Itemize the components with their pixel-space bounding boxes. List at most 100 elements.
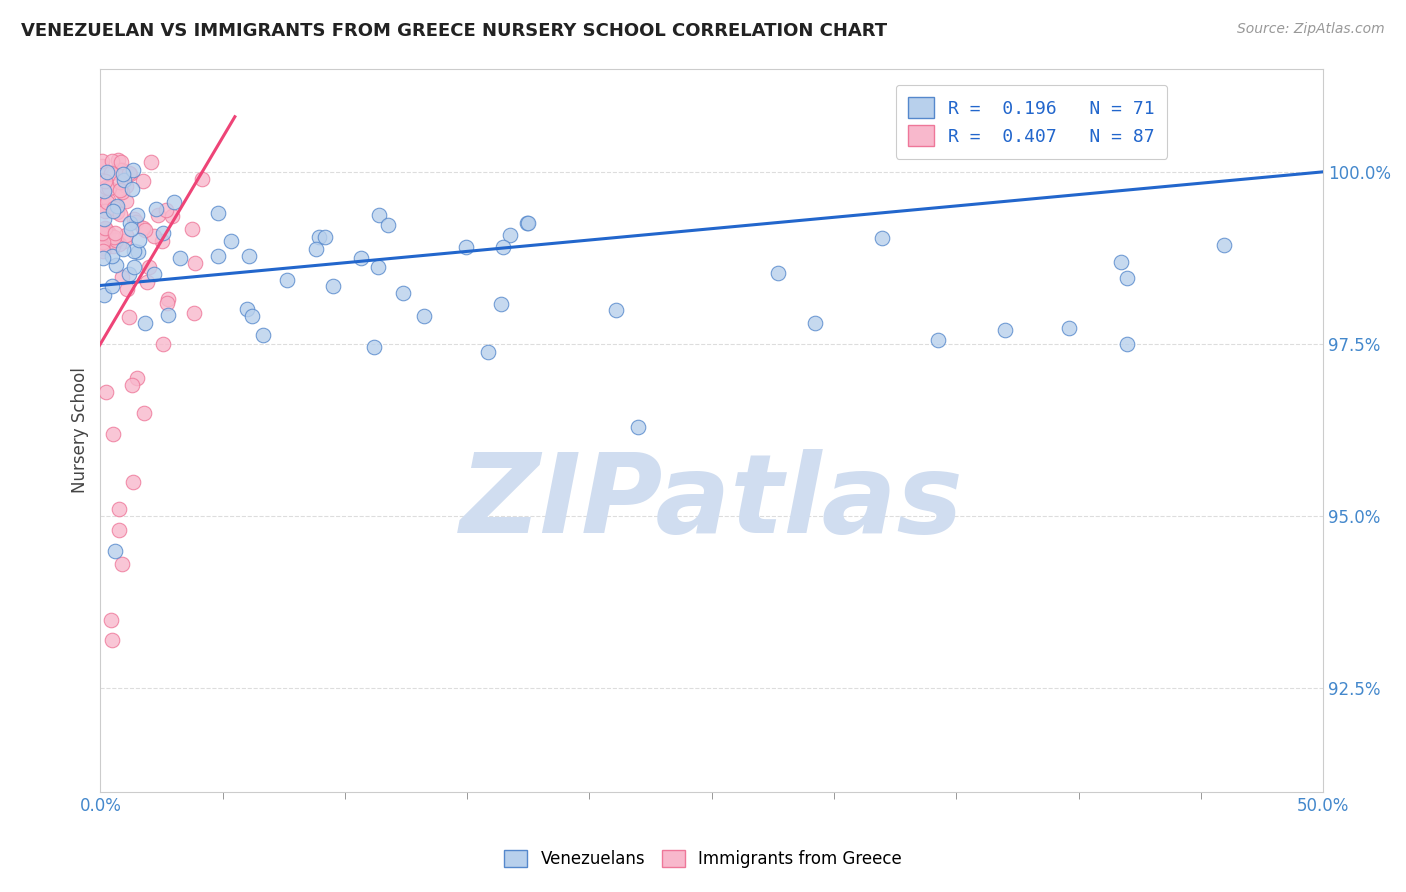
Point <box>314 230 336 244</box>
Point <box>308 229 330 244</box>
Point <box>454 240 477 254</box>
Point <box>115 178 138 193</box>
Point <box>90 160 112 174</box>
Point <box>516 216 538 230</box>
Point <box>110 207 132 221</box>
Point <box>157 308 180 322</box>
Point <box>108 183 131 197</box>
Point <box>766 266 789 280</box>
Point <box>90 190 112 204</box>
Point <box>141 155 163 169</box>
Point <box>155 202 177 217</box>
Point <box>94 226 117 240</box>
Point <box>125 208 148 222</box>
Point <box>111 270 134 285</box>
Point <box>118 310 141 324</box>
Point <box>121 378 143 392</box>
Point <box>93 212 115 227</box>
Point <box>111 558 134 572</box>
Point <box>803 316 825 330</box>
Point <box>90 199 112 213</box>
Point <box>117 267 139 281</box>
Point <box>91 226 114 240</box>
Point <box>111 163 134 178</box>
Point <box>110 154 132 169</box>
Point <box>90 241 112 255</box>
Point <box>125 371 148 385</box>
Point <box>120 222 142 236</box>
Point <box>1109 255 1132 269</box>
Point <box>1116 337 1139 351</box>
Point <box>91 235 114 250</box>
Point <box>107 236 129 251</box>
Point <box>94 220 117 235</box>
Point <box>183 256 205 270</box>
Point <box>94 174 117 188</box>
Point <box>108 175 131 189</box>
Point <box>145 202 167 217</box>
Point <box>97 226 120 240</box>
Point <box>103 426 125 441</box>
Point <box>97 193 120 207</box>
Point <box>138 260 160 274</box>
Legend: Venezuelans, Immigrants from Greece: Venezuelans, Immigrants from Greece <box>498 843 908 875</box>
Point <box>163 194 186 209</box>
Point <box>100 613 122 627</box>
Point <box>156 292 179 306</box>
Point <box>112 167 135 181</box>
Point <box>100 279 122 293</box>
Point <box>477 344 499 359</box>
Point <box>90 183 112 197</box>
Point <box>100 229 122 244</box>
Point <box>115 194 138 208</box>
Point <box>124 260 146 275</box>
Point <box>90 227 112 242</box>
Point <box>111 185 134 199</box>
Point <box>90 230 112 244</box>
Point <box>103 202 125 216</box>
Point <box>363 340 385 354</box>
Point <box>122 244 145 258</box>
Point <box>132 406 155 420</box>
Point <box>105 200 128 214</box>
Point <box>97 225 120 239</box>
Point <box>252 328 274 343</box>
Point <box>112 173 135 187</box>
Point <box>927 333 949 347</box>
Point <box>219 234 242 248</box>
Point <box>169 251 191 265</box>
Point <box>97 181 120 195</box>
Text: ZIPatlas: ZIPatlas <box>460 449 963 556</box>
Point <box>368 209 391 223</box>
Point <box>94 385 117 400</box>
Point <box>207 249 229 263</box>
Point <box>146 208 169 222</box>
Point <box>112 234 135 248</box>
Point <box>114 227 136 242</box>
Point <box>1116 271 1139 285</box>
Point <box>135 275 157 289</box>
Point <box>90 239 112 253</box>
Point <box>238 248 260 262</box>
Legend: R =  0.196   N = 71, R =  0.407   N = 87: R = 0.196 N = 71, R = 0.407 N = 87 <box>896 85 1167 159</box>
Point <box>322 278 344 293</box>
Point <box>236 301 259 316</box>
Point <box>413 310 436 324</box>
Point <box>94 180 117 194</box>
Point <box>101 239 124 253</box>
Point <box>96 194 118 209</box>
Y-axis label: Nursery School: Nursery School <box>72 368 89 493</box>
Point <box>94 225 117 239</box>
Text: VENEZUELAN VS IMMIGRANTS FROM GREECE NURSERY SCHOOL CORRELATION CHART: VENEZUELAN VS IMMIGRANTS FROM GREECE NUR… <box>21 22 887 40</box>
Point <box>207 206 229 220</box>
Point <box>121 182 143 196</box>
Point <box>1213 238 1236 252</box>
Point <box>305 242 328 256</box>
Point <box>91 251 114 265</box>
Point <box>104 258 127 272</box>
Point <box>96 235 118 249</box>
Point <box>870 231 893 245</box>
Point <box>107 153 129 167</box>
Point <box>96 165 118 179</box>
Point <box>108 163 131 178</box>
